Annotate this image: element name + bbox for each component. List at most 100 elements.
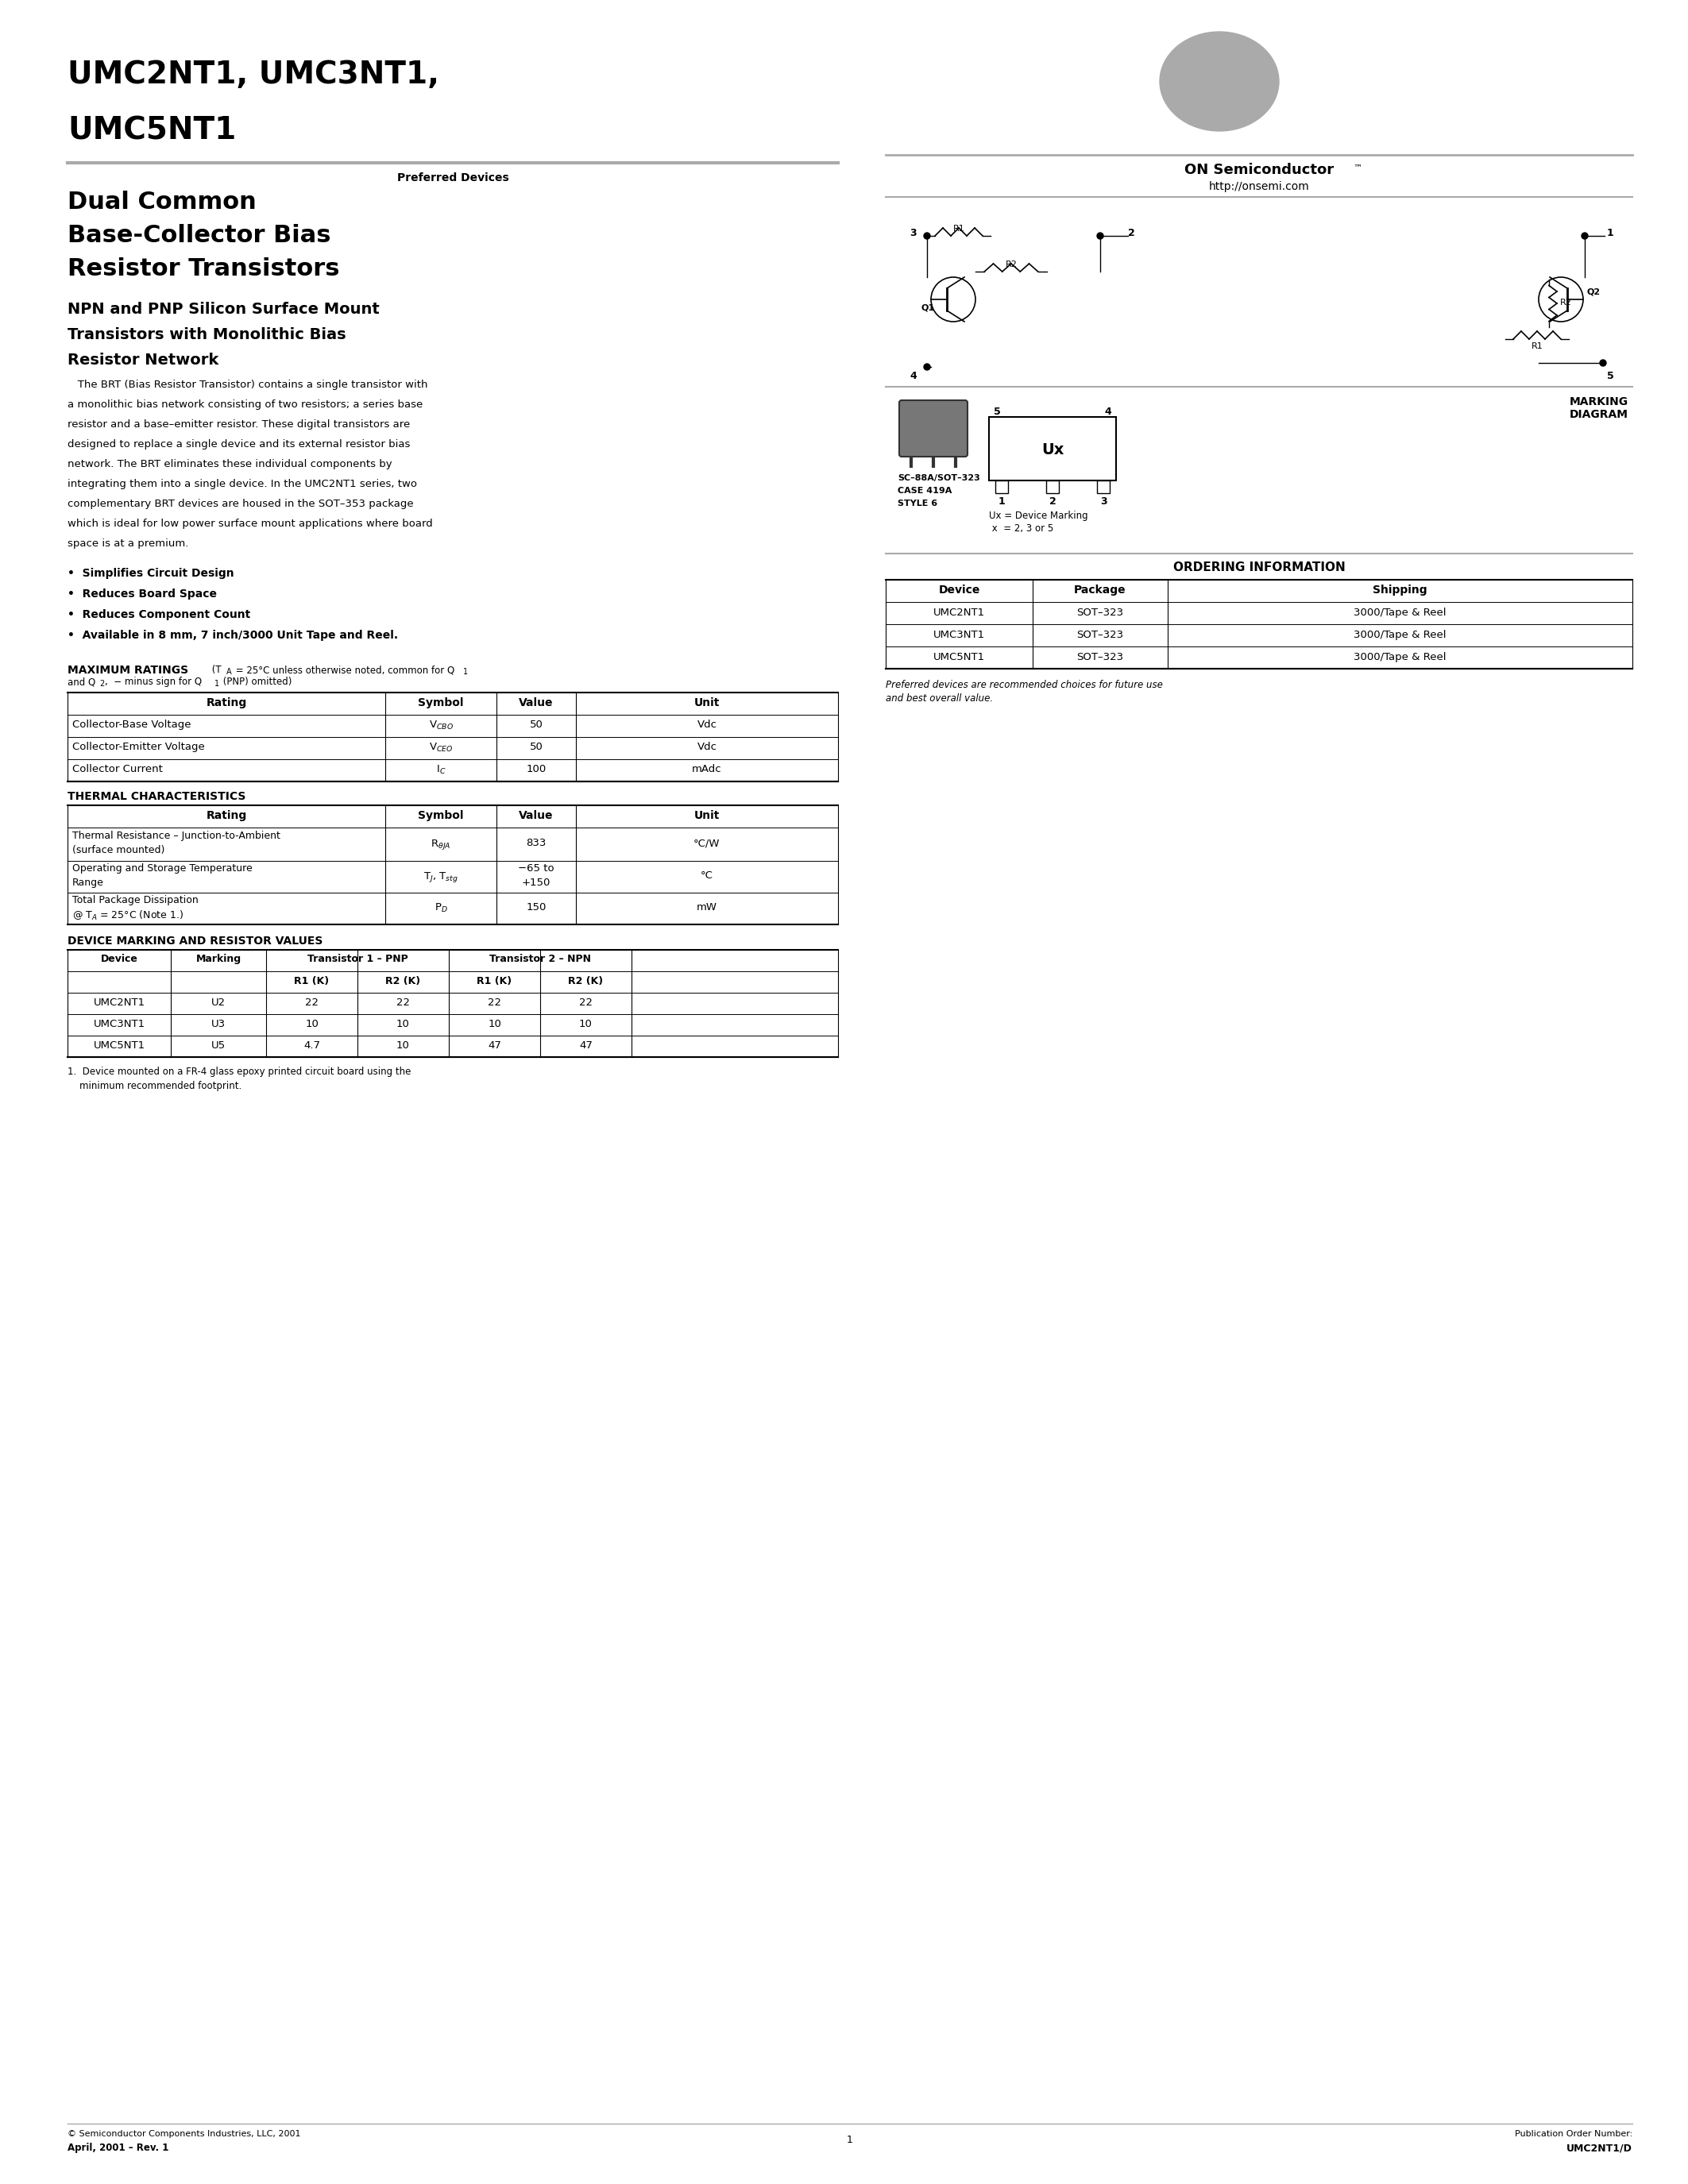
Text: •  Reduces Component Count: • Reduces Component Count: [68, 609, 250, 620]
Text: 50: 50: [530, 719, 544, 729]
Text: (PNP) omitted): (PNP) omitted): [219, 677, 292, 688]
Text: Rating: Rating: [206, 810, 246, 821]
FancyBboxPatch shape: [900, 400, 967, 456]
Text: −65 to: −65 to: [518, 863, 554, 874]
Text: 1: 1: [998, 496, 1004, 507]
Text: Resistor Transistors: Resistor Transistors: [68, 258, 339, 280]
Text: Unit: Unit: [694, 697, 719, 708]
Text: 50: 50: [530, 743, 544, 751]
Text: 100: 100: [527, 764, 547, 775]
Text: SOT–323: SOT–323: [1077, 629, 1124, 640]
Text: 4: 4: [910, 371, 917, 382]
Text: 22: 22: [306, 998, 319, 1007]
Text: UMC2NT1/D: UMC2NT1/D: [1566, 2143, 1632, 2153]
Text: integrating them into a single device. In the UMC2NT1 series, two: integrating them into a single device. I…: [68, 478, 417, 489]
Text: Collector-Emitter Voltage: Collector-Emitter Voltage: [73, 743, 204, 751]
Text: Dual Common: Dual Common: [68, 190, 257, 214]
Text: R$_{\theta JA}$: R$_{\theta JA}$: [430, 839, 451, 852]
Bar: [1047, 480, 1058, 494]
Text: SOT–323: SOT–323: [1077, 607, 1124, 618]
Text: Device: Device: [101, 954, 138, 963]
Text: V$_{CBO}$: V$_{CBO}$: [429, 719, 452, 732]
Text: DIAGRAM: DIAGRAM: [1570, 408, 1629, 419]
Text: UMC5NT1: UMC5NT1: [93, 1040, 145, 1051]
Text: 5: 5: [1607, 371, 1614, 382]
Text: 10: 10: [579, 1020, 592, 1029]
Text: Unit: Unit: [694, 810, 719, 821]
Text: V$_{CEO}$: V$_{CEO}$: [429, 743, 452, 753]
Text: 3000/Tape & Reel: 3000/Tape & Reel: [1354, 629, 1447, 640]
Text: x  = 2, 3 or 5: x = 2, 3 or 5: [989, 524, 1053, 533]
Text: ORDERING INFORMATION: ORDERING INFORMATION: [1173, 561, 1345, 574]
Text: ,  − minus sign for Q: , − minus sign for Q: [105, 677, 203, 688]
Text: Package: Package: [1074, 585, 1126, 596]
Text: (T: (T: [209, 664, 221, 675]
Text: Marking: Marking: [196, 954, 241, 963]
Text: °C/W: °C/W: [694, 839, 721, 847]
Text: 10: 10: [397, 1040, 410, 1051]
Text: Base-Collector Bias: Base-Collector Bias: [68, 225, 331, 247]
Text: 150: 150: [527, 902, 547, 913]
Text: R2 (K): R2 (K): [385, 976, 420, 987]
Text: +150: +150: [522, 878, 550, 889]
Text: (surface mounted): (surface mounted): [73, 845, 165, 856]
Text: a monolithic bias network consisting of two resistors; a series base: a monolithic bias network consisting of …: [68, 400, 422, 411]
Text: R2 (K): R2 (K): [569, 976, 603, 987]
Text: Symbol: Symbol: [419, 810, 464, 821]
Bar: [989, 417, 1116, 480]
Bar: [1097, 480, 1109, 494]
Text: and best overall value.: and best overall value.: [886, 692, 993, 703]
Text: 3000/Tape & Reel: 3000/Tape & Reel: [1354, 607, 1447, 618]
Text: Transistors with Monolithic Bias: Transistors with Monolithic Bias: [68, 328, 346, 343]
Text: = 25°C unless otherwise noted, common for Q: = 25°C unless otherwise noted, common fo…: [233, 664, 454, 675]
Text: UMC5NT1: UMC5NT1: [68, 116, 236, 146]
Text: 10: 10: [488, 1020, 501, 1029]
Text: MARKING: MARKING: [1570, 395, 1629, 408]
Text: Ux: Ux: [1041, 443, 1063, 456]
Circle shape: [1600, 360, 1607, 367]
Text: Operating and Storage Temperature: Operating and Storage Temperature: [73, 863, 253, 874]
Text: UMC2NT1: UMC2NT1: [93, 998, 145, 1007]
Text: Resistor Network: Resistor Network: [68, 352, 219, 367]
Text: complementary BRT devices are housed in the SOT–353 package: complementary BRT devices are housed in …: [68, 498, 414, 509]
Text: @ T$_A$ = 25°C (Note 1.): @ T$_A$ = 25°C (Note 1.): [73, 909, 184, 922]
Text: THERMAL CHARACTERISTICS: THERMAL CHARACTERISTICS: [68, 791, 246, 802]
Text: Q2: Q2: [1587, 288, 1600, 295]
Text: R2: R2: [1560, 299, 1572, 306]
Text: SC–88A/SOT–323: SC–88A/SOT–323: [898, 474, 981, 483]
Text: P$_D$: P$_D$: [434, 902, 447, 915]
Text: mW: mW: [697, 902, 717, 913]
Text: 2: 2: [1048, 496, 1057, 507]
Text: 47: 47: [488, 1040, 501, 1051]
Text: Device: Device: [939, 585, 981, 596]
Text: Transistor 2 – NPN: Transistor 2 – NPN: [490, 954, 591, 963]
Text: UMC3NT1: UMC3NT1: [93, 1020, 145, 1029]
Text: CASE 419A: CASE 419A: [898, 487, 952, 496]
Text: NPN and PNP Silicon Surface Mount: NPN and PNP Silicon Surface Mount: [68, 301, 380, 317]
Text: Publication Order Number:: Publication Order Number:: [1514, 2129, 1632, 2138]
Text: Total Package Dissipation: Total Package Dissipation: [73, 895, 199, 906]
Circle shape: [923, 365, 930, 369]
Text: http://onsemi.com: http://onsemi.com: [1209, 181, 1310, 192]
Circle shape: [923, 234, 930, 238]
Text: U3: U3: [211, 1020, 226, 1029]
Text: The BRT (Bias Resistor Transistor) contains a single transistor with: The BRT (Bias Resistor Transistor) conta…: [68, 380, 427, 391]
Ellipse shape: [1160, 33, 1280, 131]
Text: and Q: and Q: [68, 677, 96, 688]
Text: 3: 3: [910, 227, 917, 238]
Text: which is ideal for low power surface mount applications where board: which is ideal for low power surface mou…: [68, 518, 432, 529]
Text: 2: 2: [100, 679, 105, 688]
Text: U2: U2: [211, 998, 226, 1007]
Text: UMC5NT1: UMC5NT1: [933, 653, 986, 662]
Text: Preferred devices are recommended choices for future use: Preferred devices are recommended choice…: [886, 679, 1163, 690]
Text: 833: 833: [527, 839, 547, 847]
Text: Ux = Device Marking: Ux = Device Marking: [989, 511, 1089, 522]
Text: Rating: Rating: [206, 697, 246, 708]
Text: Q1: Q1: [922, 304, 935, 312]
Text: minimum recommended footprint.: minimum recommended footprint.: [68, 1081, 241, 1092]
Text: •  Reduces Board Space: • Reduces Board Space: [68, 587, 216, 601]
Text: R2: R2: [1006, 260, 1018, 269]
Text: R1: R1: [1531, 343, 1543, 349]
Text: I$_C$: I$_C$: [436, 764, 446, 775]
Text: Symbol: Symbol: [419, 697, 464, 708]
